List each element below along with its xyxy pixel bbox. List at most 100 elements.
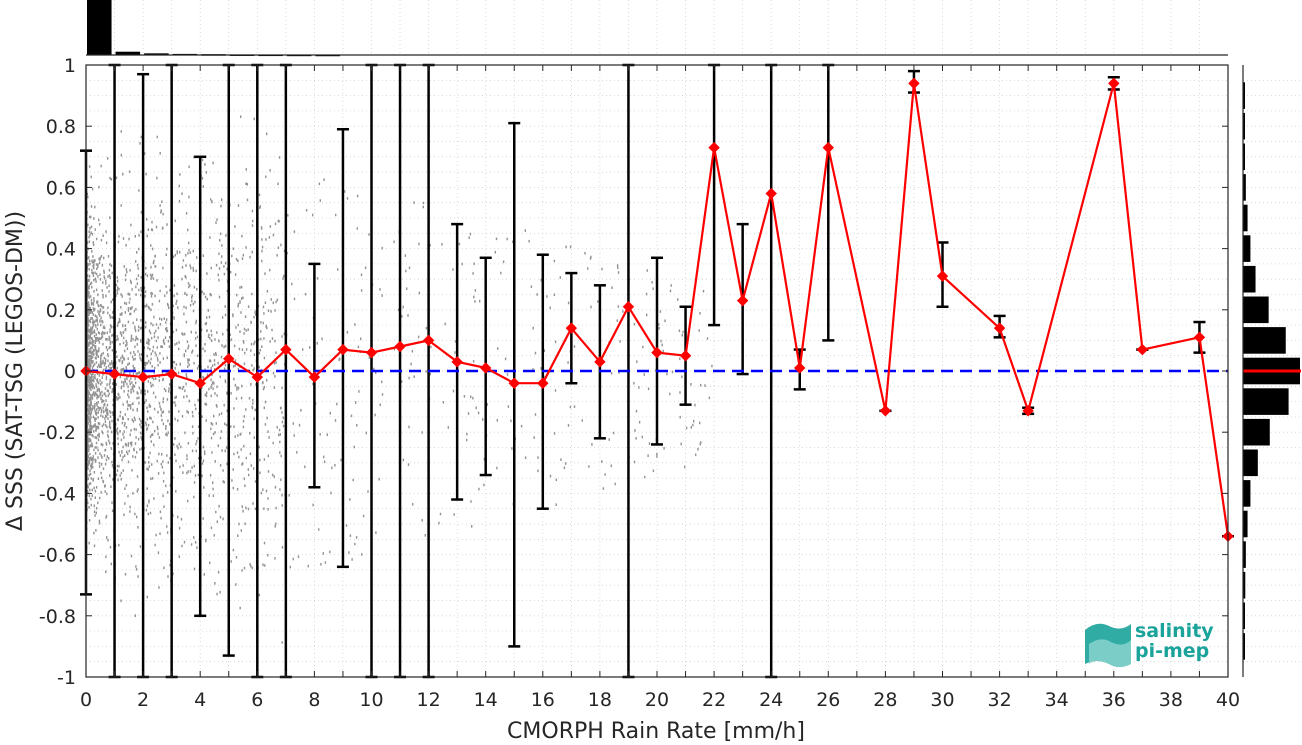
y-tick-label: 0.4	[46, 239, 76, 261]
right-histogram-bar	[1243, 235, 1251, 262]
y-tick-label: -0.6	[39, 545, 76, 567]
logo-wave-icon-2	[1089, 639, 1131, 667]
right-histogram-bar	[1243, 541, 1246, 568]
y-tick-label: -1	[57, 667, 76, 689]
data-point-marker	[708, 141, 720, 154]
x-tick-labels: 0 2 4 6 8 10 12 14 16 18 20 22 24 26 28 30 32 34 36 38 40	[80, 689, 1240, 711]
x-tick-label: 28	[873, 689, 897, 711]
x-tick-label: 0	[80, 689, 92, 711]
x-tick-label: 14	[474, 689, 498, 711]
x-tick-label: 34	[1045, 689, 1069, 711]
right-histogram-bar	[1243, 449, 1258, 477]
data-point-marker	[537, 377, 549, 389]
scatter-cloud	[86, 115, 713, 644]
data-point-marker	[365, 346, 378, 359]
right-histogram-bar	[1243, 418, 1270, 446]
data-point-marker	[108, 368, 121, 380]
data-point-marker	[594, 356, 606, 368]
y-axis-label: Δ SSS (SAT-TSG (LEGOS-DM))	[3, 211, 28, 531]
data-point-marker	[622, 301, 635, 313]
axes-frame	[85, 64, 1229, 678]
right-histogram-bar	[1243, 480, 1251, 507]
y-tick-labels: -1 -0.8 -0.6 -0.4 -0.2 0 0.2 0.4 0.6 0.8 1	[39, 55, 76, 689]
data-point-marker	[280, 343, 292, 356]
x-axis-label: CMORPH Rain Rate [mm/h]	[507, 719, 805, 744]
data-point-marker	[508, 377, 520, 389]
data-point-marker	[879, 405, 892, 417]
right-histogram-bar	[1243, 296, 1269, 324]
scatter-points	[86, 115, 713, 644]
x-tick-label: 10	[359, 689, 383, 711]
data-point-marker	[223, 353, 235, 365]
logo-text-line1: salinity	[1135, 620, 1214, 642]
right-histogram-bar	[1243, 174, 1246, 201]
top-histogram-bar	[144, 53, 169, 55]
data-point-marker	[1136, 343, 1149, 356]
data-point-marker	[679, 349, 692, 362]
right-histogram-bar	[1243, 82, 1245, 109]
x-tick-label: 20	[645, 689, 669, 711]
series-line	[80, 77, 1234, 542]
x-tick-label: 40	[1216, 689, 1240, 711]
data-point-marker	[422, 334, 435, 347]
right-histogram-bar	[1243, 633, 1245, 660]
x-tick-label: 32	[988, 689, 1012, 711]
data-point-marker	[451, 356, 463, 368]
x-tick-label: 38	[1159, 689, 1183, 711]
right-histogram-bar	[1243, 112, 1245, 140]
salinity-pi-mep-logo: salinity pi-mep	[1085, 620, 1214, 667]
top-histogram-background	[86, 0, 1228, 55]
data-point-marker	[1108, 77, 1120, 90]
right-histogram-bar	[1243, 571, 1246, 599]
top-histogram-bar	[87, 0, 112, 55]
data-point-marker	[822, 141, 835, 154]
y-tick-label: 0	[64, 361, 76, 383]
data-point-marker	[137, 371, 149, 383]
data-point-marker	[993, 322, 1006, 334]
data-point-marker	[165, 368, 178, 380]
data-point-marker	[1193, 331, 1206, 344]
x-tick-label: 22	[702, 689, 726, 711]
y-tick-label: 1	[64, 55, 76, 77]
right-histogram-bar	[1243, 388, 1289, 415]
logo-text-line2: pi-mep	[1135, 640, 1209, 662]
y-tick-label: -0.2	[39, 422, 76, 444]
right-histogram-bar	[1243, 327, 1286, 354]
y-tick-label: 0.6	[46, 177, 76, 199]
x-tick-label: 24	[759, 689, 783, 711]
x-tick-label: 6	[251, 689, 263, 711]
data-point-marker	[736, 294, 749, 307]
right-histogram-bar	[1243, 510, 1248, 538]
y-tick-label: -0.8	[39, 606, 76, 628]
right-histogram	[1242, 65, 1301, 677]
x-tick-label: 4	[194, 689, 206, 711]
right-histogram-bar	[1243, 143, 1245, 171]
x-tick-label: 36	[1102, 689, 1126, 711]
data-point-marker	[794, 362, 806, 374]
y-tick-label: 0.2	[46, 300, 76, 322]
data-point-marker	[651, 346, 663, 359]
data-point-marker	[908, 77, 920, 90]
x-tick-label: 26	[816, 689, 840, 711]
top-histogram	[86, 0, 1228, 57]
data-point-marker	[251, 371, 264, 383]
x-tick-label: 18	[588, 689, 612, 711]
data-point-marker	[308, 371, 321, 383]
right-histogram-bar	[1243, 204, 1248, 232]
data-point-marker	[337, 343, 349, 356]
x-tick-label: 30	[930, 689, 954, 711]
y-tick-label: 0.8	[46, 116, 76, 138]
data-point-marker	[194, 377, 206, 389]
x-tick-label: 16	[531, 689, 555, 711]
data-point-marker	[479, 362, 492, 374]
series-polyline	[85, 83, 1230, 537]
x-tick-label: 8	[308, 689, 320, 711]
right-histogram-bar	[1243, 265, 1256, 293]
x-tick-label: 12	[417, 689, 441, 711]
x-tick-label: 2	[137, 689, 149, 711]
data-point-marker	[1022, 405, 1034, 417]
right-histogram-bar	[1243, 602, 1245, 630]
top-histogram-bar	[115, 51, 141, 55]
data-point-marker	[394, 340, 406, 353]
